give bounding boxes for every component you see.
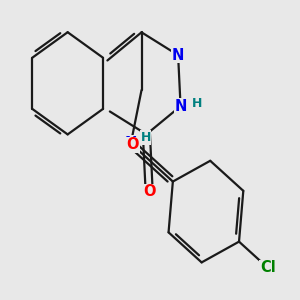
Text: O: O: [126, 137, 139, 152]
Text: H: H: [192, 97, 202, 110]
Text: N: N: [125, 136, 137, 151]
Text: N: N: [174, 99, 187, 114]
Text: O: O: [143, 184, 155, 200]
Text: H: H: [140, 131, 151, 144]
Text: N: N: [172, 48, 184, 63]
Text: Cl: Cl: [260, 260, 276, 275]
